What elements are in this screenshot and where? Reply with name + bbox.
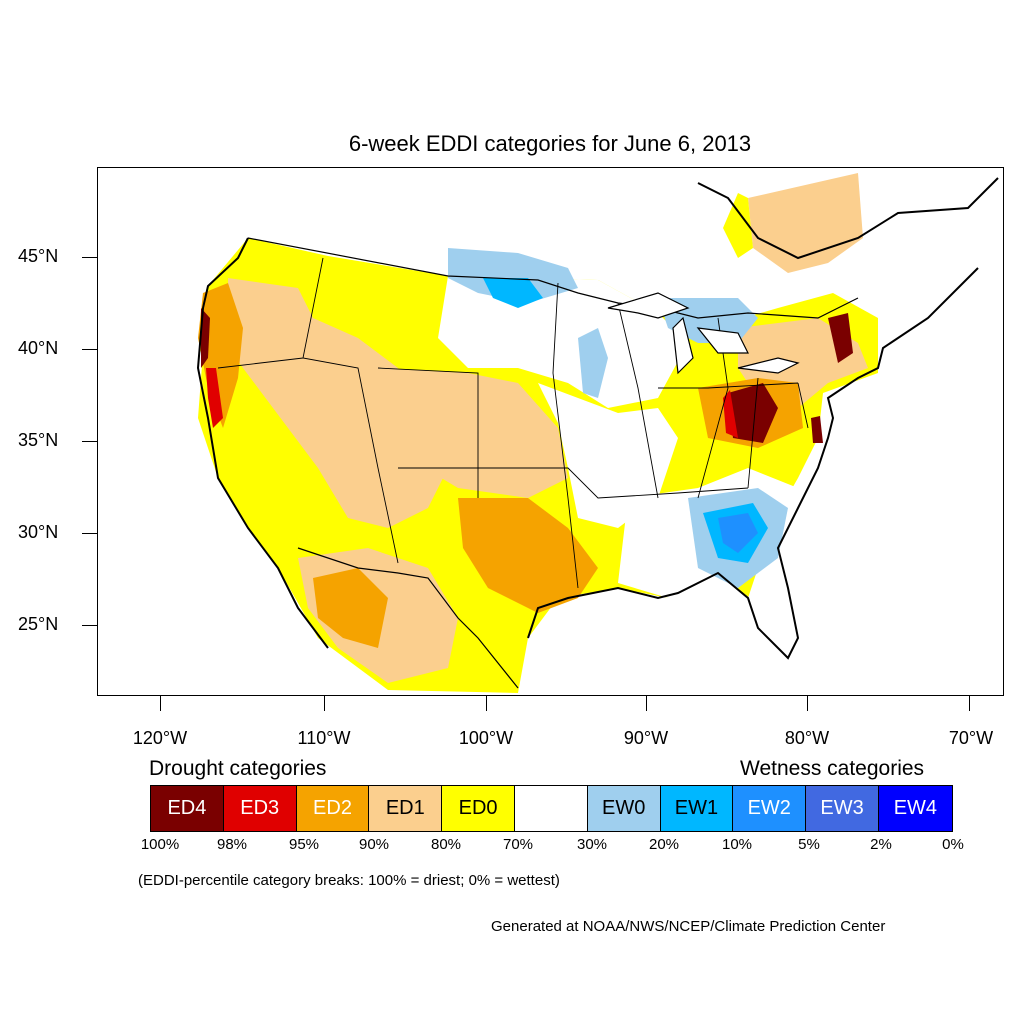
ew2-southeast bbox=[718, 513, 758, 553]
legend-ed2: ED2 bbox=[296, 786, 370, 831]
lat-label-35n: 35°N bbox=[18, 430, 59, 450]
legend-percentile: 0% bbox=[942, 836, 964, 853]
canada-coast bbox=[697, 177, 999, 260]
legend-ed3: ED3 bbox=[223, 786, 297, 831]
lat-tick-35n bbox=[82, 441, 97, 442]
legend-percentile: 80% bbox=[430, 836, 462, 853]
wetness-heading: Wetness categories bbox=[740, 757, 925, 780]
legend-percentile: 5% bbox=[798, 836, 820, 853]
lon-tick-110w bbox=[324, 696, 325, 711]
legend-ew3: EW3 bbox=[806, 786, 879, 831]
legend-ed0: ED0 bbox=[442, 786, 515, 831]
legend-ew2: EW2 bbox=[733, 786, 807, 831]
legend-normal bbox=[514, 786, 588, 831]
lat-label-45n: 45°N bbox=[18, 246, 59, 266]
ed1-plains bbox=[378, 368, 568, 498]
legend-percentile: 95% bbox=[288, 836, 320, 853]
legend-ew1: EW1 bbox=[660, 786, 734, 831]
lon-tick-90w bbox=[646, 696, 647, 711]
coastline bbox=[196, 237, 979, 660]
lon-tick-70w bbox=[969, 696, 970, 711]
lat-label-40n: 40°N bbox=[18, 338, 59, 358]
ed4-virginia bbox=[811, 416, 823, 443]
ed3-ohio-edge bbox=[723, 390, 738, 438]
canada-region bbox=[748, 173, 863, 273]
legend-colorbar: ED4 ED3 ED2 ED1 ED0 EW0 EW1 EW2 EW3 EW4 bbox=[150, 785, 953, 832]
lon-label-80w: 80°W bbox=[784, 728, 830, 748]
legend-percentile: 90% bbox=[358, 836, 390, 853]
lon-tick-80w bbox=[807, 696, 808, 711]
legend-percentile: 100% bbox=[140, 836, 180, 853]
lon-label-70w: 70°W bbox=[948, 728, 994, 748]
legend-ed4: ED4 bbox=[151, 786, 224, 831]
ed4-ohio-valley bbox=[728, 383, 778, 443]
state-borders bbox=[217, 257, 809, 589]
category-note: (EDDI-percentile category breaks: 100% =… bbox=[138, 872, 560, 889]
lat-label-25n: 25°N bbox=[18, 614, 59, 634]
legend-ed1: ED1 bbox=[369, 786, 443, 831]
eddi-map bbox=[196, 173, 999, 693]
legend-percentile: 20% bbox=[648, 836, 680, 853]
lon-label-110w: 110°W bbox=[297, 728, 351, 748]
map-panel bbox=[97, 167, 1004, 696]
ew1-north bbox=[483, 278, 543, 308]
legend-percentile: 2% bbox=[870, 836, 892, 853]
ew0-midwest bbox=[578, 328, 608, 398]
ed4-california bbox=[201, 308, 210, 368]
lat-label-30n: 30°N bbox=[18, 522, 59, 542]
ed2-southwest bbox=[313, 568, 388, 648]
legend-ew4: EW4 bbox=[878, 786, 952, 831]
legend-ew0: EW0 bbox=[587, 786, 661, 831]
ed4-newengland bbox=[828, 313, 853, 363]
lon-tick-120w bbox=[160, 696, 161, 711]
lon-label-90w: 90°W bbox=[623, 728, 669, 748]
drought-heading: Drought categories bbox=[149, 757, 327, 780]
lat-tick-25n bbox=[82, 625, 97, 626]
legend-percentile: 10% bbox=[721, 836, 753, 853]
lat-tick-45n bbox=[82, 257, 97, 258]
canada-yellow bbox=[723, 193, 753, 258]
lat-tick-30n bbox=[82, 533, 97, 534]
legend-percentile: 70% bbox=[502, 836, 534, 853]
credit-line: Generated at NOAA/NWS/NCEP/Climate Predi… bbox=[491, 918, 886, 935]
ed2-texas bbox=[458, 498, 598, 613]
lon-tick-100w bbox=[486, 696, 487, 711]
near-normal-midwest bbox=[538, 383, 678, 528]
legend-percentile: 98% bbox=[216, 836, 248, 853]
lat-tick-40n bbox=[82, 349, 97, 350]
ed1-west bbox=[228, 278, 448, 528]
legend-percentile: 30% bbox=[576, 836, 608, 853]
map-title: 6-week EDDI categories for June 6, 2013 bbox=[348, 131, 752, 156]
ed3-california bbox=[206, 368, 223, 428]
lon-label-120w: 120°W bbox=[132, 728, 188, 748]
great-lakes bbox=[607, 292, 800, 375]
ew0-north bbox=[448, 248, 578, 303]
lon-label-100w: 100°W bbox=[458, 728, 514, 748]
